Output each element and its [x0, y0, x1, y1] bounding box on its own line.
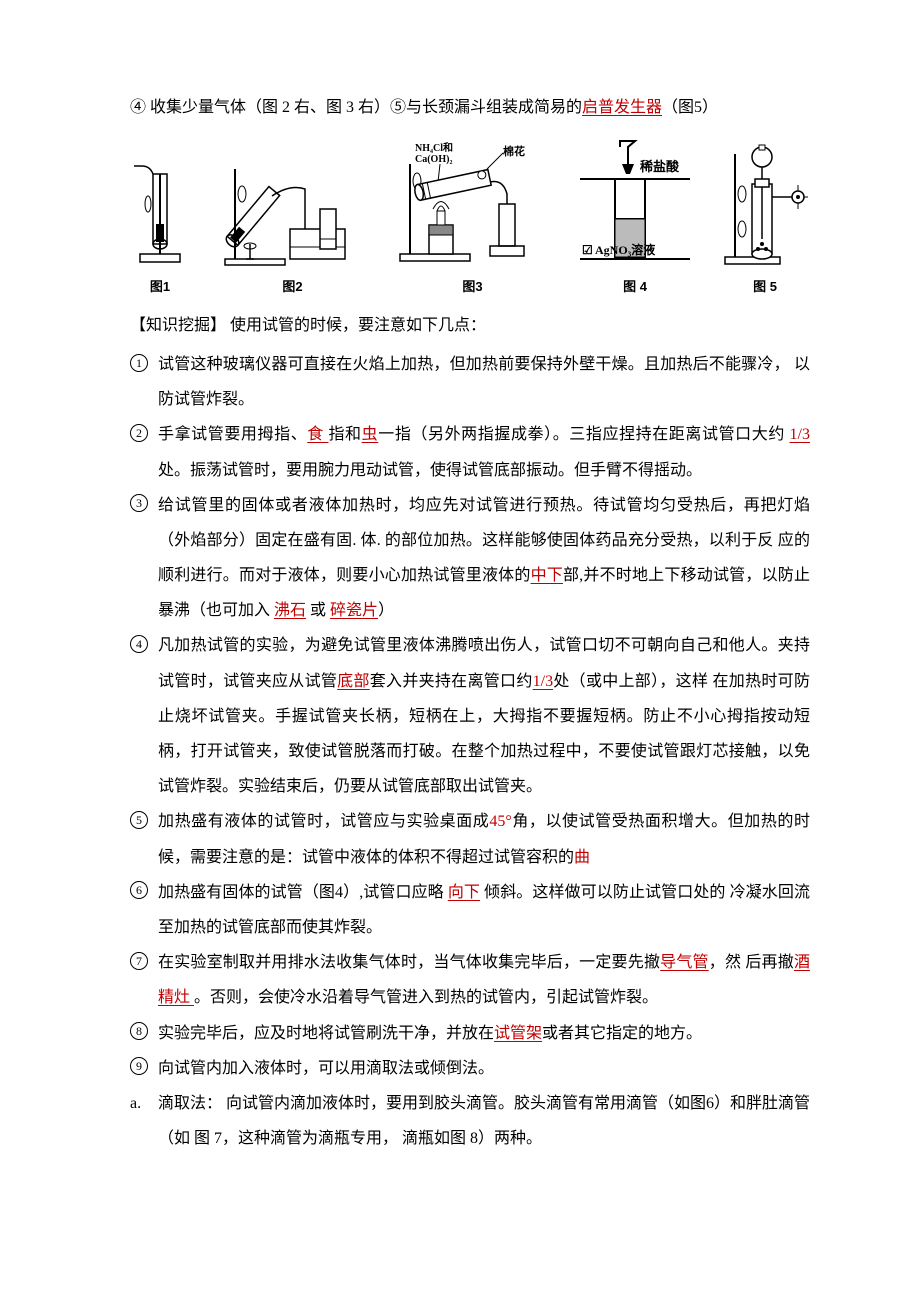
intro-line: ④ 收集少量气体（图 2 右、图 3 右）⑤与长颈漏斗组装成简易的启普发生器（图… [130, 90, 810, 125]
intro-tail: （图5） [662, 99, 718, 116]
fig-3-svg: NH₄Cl和 Ca(OH)₂ 棉花 [395, 139, 550, 269]
item-4-c: 处（或中上部），这样 在加热时可防止烧坏试管夹。手握试管夹长柄，短柄在上，大拇指… [158, 673, 810, 796]
item-1: 试管这种玻璃仪器可直接在火焰上加热，但加热前要保持外壁干燥。且加热后不能骤冷， … [130, 347, 810, 417]
item-6-a: 加热盛有固体的试管（图4）,试管口应略 [158, 884, 448, 901]
item-3-r2: 沸石 [274, 602, 306, 619]
item-7-b: ，然 后再撤 [709, 954, 794, 971]
letter-a-mark: a. [130, 1086, 141, 1121]
fig-4: 稀盐酸 ☑ AgNO₃溶液 图 4 [580, 139, 690, 302]
item-5-r1: 45° [489, 813, 511, 830]
item-3-r1: 中下 [531, 567, 563, 584]
item-2-d: 处。振荡试管时，要用腕力甩动试管，使得试管底部振动。但手臂不得摇动。 [158, 462, 702, 479]
item-1-text: 试管这种玻璃仪器可直接在火焰上加热，但加热前要保持外壁干燥。且加热后不能骤冷， … [158, 356, 810, 408]
item-3-e: ） [378, 602, 394, 619]
fig3-label-caoh2: Ca(OH)₂ [415, 154, 452, 165]
fig-4-caption: 图 4 [623, 273, 647, 302]
fig3-label-mianhua: 棉花 [503, 144, 525, 158]
item-4-b: 套入并夹持在离管口约 [370, 673, 533, 690]
fig-5-caption: 图 5 [753, 273, 777, 302]
item-9-a: 向试管内加入液体时，可以用滴取法或倾倒法。 [158, 1060, 494, 1077]
item-8-b: 或者其它指定的地方。 [542, 1025, 702, 1042]
item-2-r2: 虫 [362, 426, 379, 443]
item-2: 手拿试管要用拇指、食 指和虫一指（另外两指握成拳）。三指应捏持在距离试管口大约 … [130, 417, 810, 487]
fig-5: 图 5 [720, 139, 810, 302]
item-5-a: 加热盛有液体的试管时，试管应与实验桌面成 [158, 813, 489, 830]
svg-text:☑: ☑ [582, 243, 593, 257]
item-2-b: 指和 [328, 426, 361, 443]
item-3-r3: 碎瓷片 [330, 602, 378, 619]
fig-1: 图1 [130, 154, 190, 302]
intro-red-1: 启普发生器 [582, 99, 662, 116]
numbered-list: 试管这种玻璃仪器可直接在火焰上加热，但加热前要保持外壁干燥。且加热后不能骤冷， … [130, 347, 810, 1086]
fig-3-caption: 图3 [462, 273, 482, 302]
item-3-emph: 固. 体. [336, 532, 385, 549]
fig4-label-agno3: AgNO₃溶液 [595, 242, 655, 257]
item-2-r3: 1/3 [790, 426, 810, 443]
item-4-r1: 底部 [337, 673, 370, 690]
fig-1-svg [130, 154, 190, 269]
item-2-c: 一指（另外两指握成拳）。三指应捏持在距离试管口大约 [378, 426, 789, 443]
intro-text-1: ④ [130, 99, 146, 116]
item-7-a: 在实验室制取并用排水法收集气体时，当气体收集完毕后，一定要先撤 [158, 954, 660, 971]
item-2-r1: 食 [307, 426, 328, 443]
fig-5-svg [720, 139, 810, 269]
item-6-r1: 向下 [448, 884, 480, 901]
item-3: 给试管里的固体或者液体加热时，均应先对试管进行预热。待试管均匀受热后，再把灯焰（… [130, 488, 810, 629]
fig4-label-acid: 稀盐酸 [640, 159, 680, 174]
item-4: 凡加热试管的实验，为避免试管里液体沸腾喷出伤人，试管口切不可朝向自己和他人。夹持… [130, 628, 810, 804]
fig-1-caption: 图1 [150, 273, 170, 302]
fig-2-caption: 图2 [282, 273, 302, 302]
fig-4-svg: 稀盐酸 ☑ AgNO₃溶液 [580, 139, 690, 269]
item-9: 向试管内加入液体时，可以用滴取法或倾倒法。 [130, 1051, 810, 1086]
fig3-label-nh4cl: NH₄Cl和 [415, 141, 453, 154]
heading: 【知识挖掘】 使用试管的时候，要注意如下几点： [130, 308, 810, 343]
item-4-r2: 1/3 [533, 673, 553, 690]
letter-a: a. 滴取法： 向试管内滴加液体时，要用到胶头滴管。胶头滴管有常用滴管（如图6）… [130, 1086, 810, 1156]
fig-3: NH₄Cl和 Ca(OH)₂ 棉花 [395, 139, 550, 302]
fig-2-svg [220, 154, 365, 269]
item-7-r1: 导气管 [660, 954, 709, 971]
figures-row: 图1 图2 [130, 139, 810, 302]
item-2-a: 手拿试管要用拇指、 [158, 426, 307, 443]
item-5-r2: 曲 [574, 849, 590, 866]
intro-text-2: 收集少量气体（图 2 右、图 3 右）⑤与长颈漏斗组装成简易的 [146, 99, 582, 116]
fig-2: 图2 [220, 154, 365, 302]
item-6: 加热盛有固体的试管（图4）,试管口应略 向下 倾斜。这样做可以防止试管口处的 冷… [130, 875, 810, 945]
item-7: 在实验室制取并用排水法收集气体时，当气体收集完毕后，一定要先撤导气管，然 后再撤… [130, 945, 810, 1015]
item-8-a: 实验完毕后，应及时地将试管刷洗干净，并放在 [158, 1025, 494, 1042]
item-5: 加热盛有液体的试管时，试管应与实验桌面成45°角，以使试管受热面积增大。但加热的… [130, 804, 810, 874]
item-7-c: 。否则，会使冷水沿着导气管进入到热的试管内，引起试管炸裂。 [194, 989, 658, 1006]
letter-a-text: 滴取法： 向试管内滴加液体时，要用到胶头滴管。胶头滴管有常用滴管（如图6）和胖肚… [158, 1095, 810, 1147]
item-8-r1: 试管架 [494, 1025, 542, 1042]
item-3-d: 或 [306, 602, 330, 619]
item-8: 实验完毕后，应及时地将试管刷洗干净，并放在试管架或者其它指定的地方。 [130, 1016, 810, 1051]
